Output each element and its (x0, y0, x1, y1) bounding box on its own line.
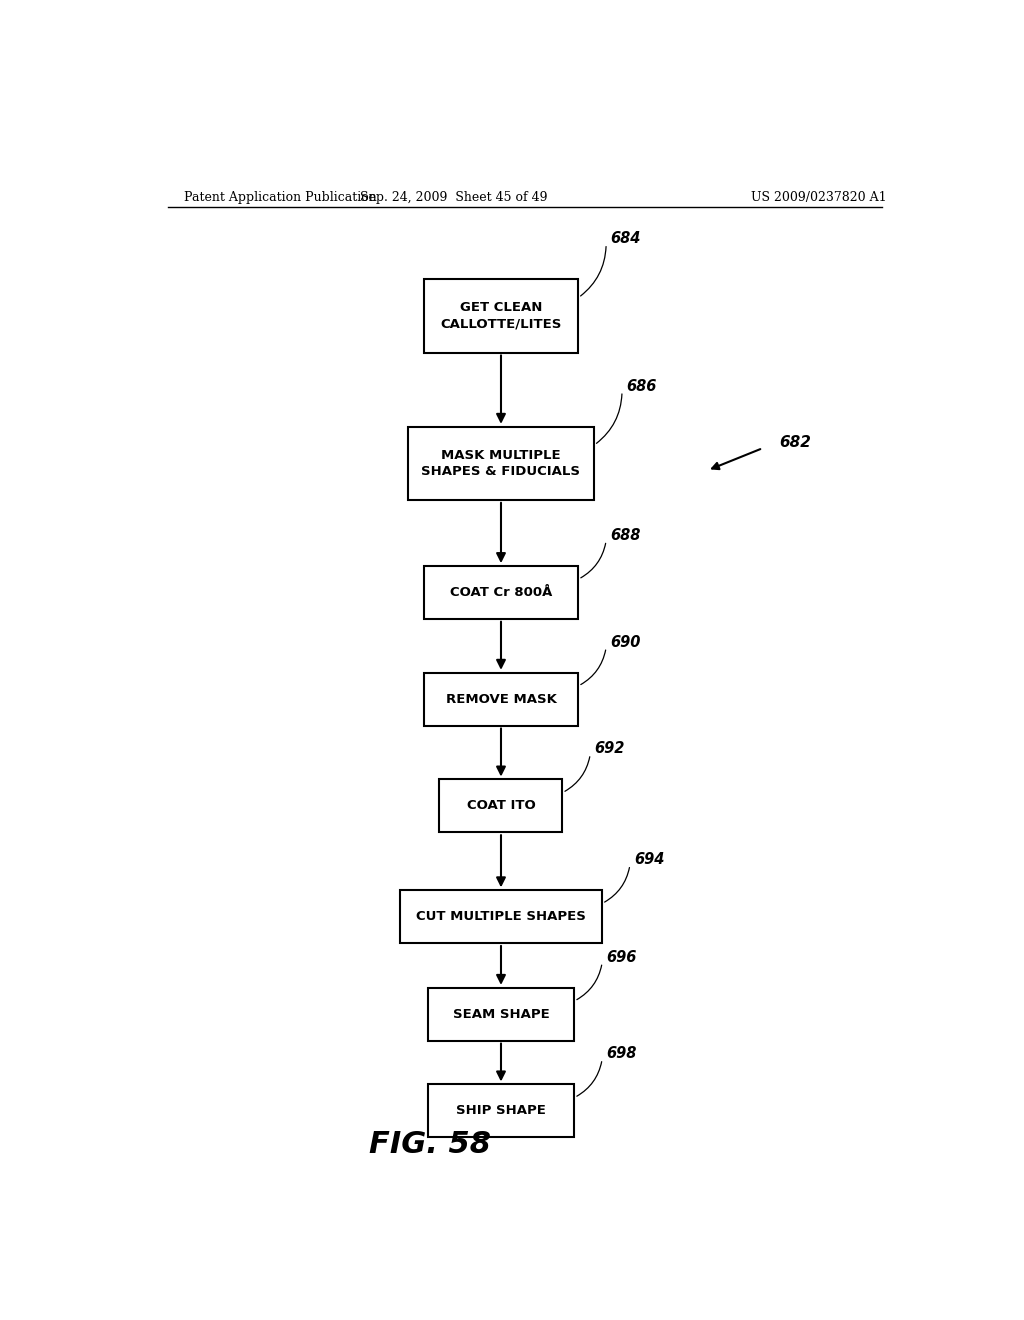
Text: 698: 698 (606, 1047, 637, 1061)
FancyBboxPatch shape (428, 1084, 574, 1138)
Text: 682: 682 (778, 436, 811, 450)
Text: 696: 696 (606, 950, 637, 965)
Text: FIG. 58: FIG. 58 (369, 1130, 490, 1159)
Text: 694: 694 (634, 853, 665, 867)
FancyBboxPatch shape (428, 987, 574, 1040)
Text: SHIP SHAPE: SHIP SHAPE (456, 1105, 546, 1117)
FancyBboxPatch shape (408, 426, 594, 500)
Text: COAT Cr 800Å: COAT Cr 800Å (450, 586, 552, 599)
Text: 686: 686 (626, 379, 656, 393)
Text: 684: 684 (610, 231, 640, 247)
Text: COAT ITO: COAT ITO (467, 800, 536, 812)
Text: 688: 688 (610, 528, 640, 543)
FancyBboxPatch shape (399, 890, 602, 942)
Text: US 2009/0237820 A1: US 2009/0237820 A1 (751, 190, 886, 203)
Text: Patent Application Publication: Patent Application Publication (183, 190, 376, 203)
Text: REMOVE MASK: REMOVE MASK (445, 693, 556, 706)
FancyBboxPatch shape (424, 566, 579, 619)
Text: Sep. 24, 2009  Sheet 45 of 49: Sep. 24, 2009 Sheet 45 of 49 (359, 190, 547, 203)
FancyBboxPatch shape (424, 280, 579, 352)
Text: MASK MULTIPLE
SHAPES & FIDUCIALS: MASK MULTIPLE SHAPES & FIDUCIALS (422, 449, 581, 478)
Text: SEAM SHAPE: SEAM SHAPE (453, 1007, 549, 1020)
Text: 692: 692 (594, 742, 625, 756)
Text: GET CLEAN
CALLOTTE/LITES: GET CLEAN CALLOTTE/LITES (440, 301, 562, 330)
FancyBboxPatch shape (439, 779, 562, 833)
Text: 690: 690 (610, 635, 640, 649)
FancyBboxPatch shape (424, 673, 579, 726)
Text: CUT MULTIPLE SHAPES: CUT MULTIPLE SHAPES (416, 909, 586, 923)
